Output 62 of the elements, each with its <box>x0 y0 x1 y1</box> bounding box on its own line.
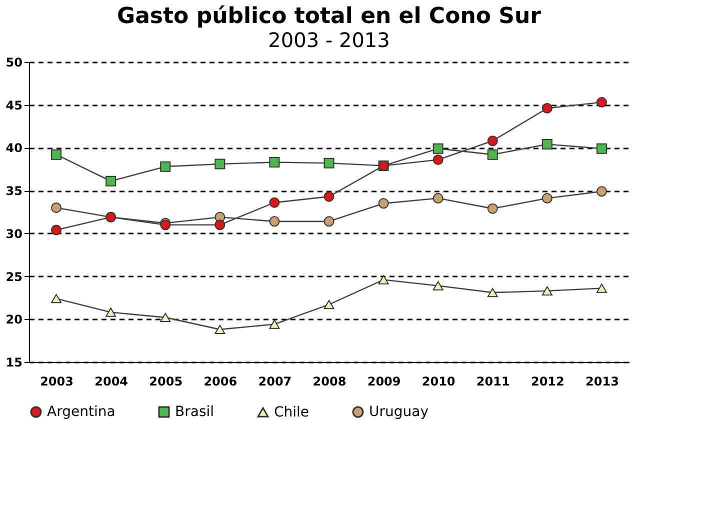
legend-label: Chile <box>274 404 310 420</box>
point <box>432 193 444 204</box>
point <box>542 103 552 114</box>
point <box>269 197 280 208</box>
point <box>596 186 607 197</box>
point <box>324 300 334 310</box>
point <box>51 149 62 160</box>
x-tick-label: 2009 <box>367 374 401 388</box>
legend-label: Uruguay <box>369 404 428 420</box>
point <box>432 154 444 165</box>
y-tick-label: 15 <box>6 356 22 370</box>
point <box>214 220 226 230</box>
y-tick-label: 40 <box>6 141 22 156</box>
point <box>324 158 334 168</box>
point <box>51 294 62 304</box>
y-tick-label: 35 <box>6 184 22 198</box>
x-tick-label: 2008 <box>312 374 346 388</box>
x-tick-label: 2013 <box>586 374 619 388</box>
point <box>487 149 498 160</box>
x-tick-label: 2007 <box>258 374 292 388</box>
point <box>542 286 552 296</box>
point <box>487 203 498 214</box>
legend-label: Brasil <box>175 404 214 420</box>
x-tick-label: 2012 <box>530 374 564 388</box>
point <box>51 202 62 213</box>
y-tick-label: 20 <box>6 312 22 327</box>
x-tick-label: 2010 <box>422 374 456 388</box>
legend-label: Argentina <box>47 404 116 420</box>
x-tick-label: 2003 <box>40 374 74 388</box>
point <box>324 191 334 202</box>
point <box>324 216 334 227</box>
chart-title: Gasto público total en el Cono Sur <box>117 4 542 29</box>
point <box>487 288 498 298</box>
y-tick-label: 45 <box>6 98 22 112</box>
x-tick-label: 2011 <box>476 374 510 388</box>
point <box>269 216 280 227</box>
point <box>432 143 444 154</box>
point <box>214 158 226 170</box>
point <box>106 176 116 186</box>
point <box>214 324 226 334</box>
point <box>160 161 171 172</box>
chart-subtitle: 2003 - 2013 <box>268 28 390 52</box>
point <box>106 308 116 317</box>
point <box>542 139 552 150</box>
point <box>596 97 607 108</box>
y-tick-label: 30 <box>6 226 22 241</box>
x-tick-label: 2005 <box>149 374 183 388</box>
y-tick-label: 25 <box>6 270 22 284</box>
point <box>378 198 389 209</box>
y-tick-label: 50 <box>6 56 22 70</box>
x-tick-label: 2004 <box>94 374 128 388</box>
x-tick-label: 2006 <box>204 374 238 388</box>
point <box>542 193 552 204</box>
point <box>432 281 444 290</box>
point <box>487 136 498 146</box>
point <box>160 312 171 322</box>
point <box>51 224 62 236</box>
point <box>269 157 280 168</box>
point <box>378 275 389 284</box>
point <box>596 284 607 293</box>
point <box>596 143 607 154</box>
point <box>269 320 280 329</box>
